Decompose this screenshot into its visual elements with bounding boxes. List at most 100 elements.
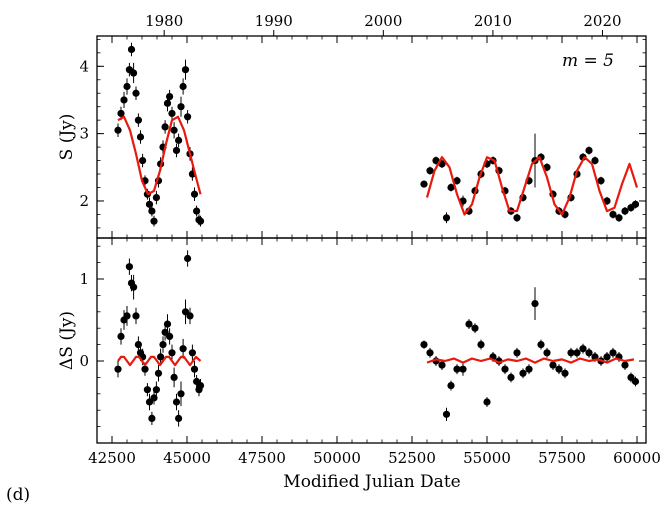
data-point: [513, 349, 521, 357]
data-point: [166, 93, 174, 101]
y-tick-label: 2: [79, 192, 89, 210]
data-point: [579, 153, 587, 161]
model-curve: [425, 156, 639, 216]
data-point: [603, 353, 611, 361]
data-point: [159, 341, 167, 349]
data-point: [163, 320, 172, 328]
data-point: [537, 341, 545, 349]
data-point: [561, 369, 569, 377]
data-point: [609, 349, 617, 357]
data-point: [573, 349, 581, 357]
data-point: [525, 365, 533, 373]
data-point: [161, 123, 169, 131]
data-point: [447, 382, 455, 390]
data-point: [177, 390, 185, 398]
data-point: [188, 349, 196, 357]
panel-label: (d): [6, 485, 30, 505]
data-point: [150, 217, 158, 225]
x-tick-label: 52500: [388, 449, 436, 467]
data-point: [172, 398, 181, 406]
x-tick-label: 57500: [538, 449, 586, 467]
data-point: [585, 146, 593, 155]
data-point: [179, 82, 187, 91]
data-point: [136, 133, 145, 141]
data-point: [168, 349, 176, 357]
data-point: [184, 254, 192, 263]
data-point: [432, 156, 440, 165]
data-point: [130, 69, 138, 77]
data-point: [120, 96, 128, 104]
data-point: [483, 398, 491, 406]
model-curve: [117, 355, 202, 367]
year-tick-label: 2000: [364, 12, 402, 30]
data-point: [134, 116, 142, 124]
data-point: [465, 320, 473, 328]
data-point: [190, 365, 199, 373]
data-point: [172, 146, 181, 155]
model-curve: [117, 115, 202, 196]
data-point: [631, 200, 640, 208]
data-point: [549, 361, 557, 369]
data-point: [193, 207, 201, 215]
data-point: [615, 214, 623, 222]
data-point: [567, 349, 575, 357]
data-point: [123, 312, 131, 320]
x-tick-label: 42500: [88, 449, 136, 467]
year-tick-label: 1980: [145, 12, 183, 30]
data-point: [145, 200, 154, 208]
data-point: [543, 349, 551, 357]
data-point: [453, 177, 461, 185]
data-point: [420, 341, 428, 349]
model-curve: [426, 357, 635, 364]
data-point: [438, 361, 446, 369]
data-point: [603, 197, 611, 205]
data-point: [631, 377, 640, 386]
year-tick-label: 2010: [474, 12, 512, 30]
x-tick-label: 50000: [313, 449, 361, 467]
y-tick-label: 3: [79, 125, 89, 143]
x-tick-label: 55000: [463, 449, 511, 467]
data-point: [621, 207, 629, 215]
y-tick-label: 0: [79, 352, 89, 370]
data-point: [152, 194, 160, 202]
year-tick-label: 1990: [255, 12, 293, 30]
data-point: [447, 183, 455, 192]
data-point: [152, 386, 160, 394]
data-point: [501, 365, 509, 373]
plot-layer: 2 3 4 S (Jy) 1980 1990 2000 2010 2020 42500 45000 4…: [57, 12, 661, 467]
data-point: [442, 410, 451, 418]
data-point: [507, 373, 515, 381]
data-point: [477, 341, 485, 349]
data-point: [609, 210, 617, 219]
data-point: [585, 349, 593, 357]
data-point: [157, 353, 165, 361]
data-point: [471, 324, 479, 332]
x-tick-label: 47500: [238, 449, 286, 467]
data-point: [543, 163, 551, 171]
y-axis-title-bottom: ΔS (Jy): [57, 311, 77, 370]
data-point: [555, 365, 563, 373]
data-point: [168, 109, 176, 118]
data-point: [170, 126, 178, 134]
data-point: [453, 365, 461, 373]
data-point: [190, 190, 199, 198]
data-point: [519, 369, 527, 377]
data-point: [579, 345, 587, 353]
data-point: [175, 136, 183, 144]
data-point: [150, 394, 158, 402]
data-point: [420, 180, 428, 188]
data-point: [114, 365, 122, 373]
data-point: [148, 207, 156, 215]
data-point: [117, 332, 125, 340]
data-point: [196, 382, 205, 390]
data-point: [123, 82, 131, 91]
data-point: [141, 365, 149, 373]
plot-frame-bottom: [96, 237, 647, 444]
x-tick-label: 60000: [613, 449, 661, 467]
data-point: [196, 217, 205, 225]
x-tick-label: 45000: [163, 449, 211, 467]
data-point: [184, 113, 192, 121]
data-point: [513, 214, 521, 222]
data-point: [132, 312, 140, 320]
data-point: [127, 45, 136, 54]
